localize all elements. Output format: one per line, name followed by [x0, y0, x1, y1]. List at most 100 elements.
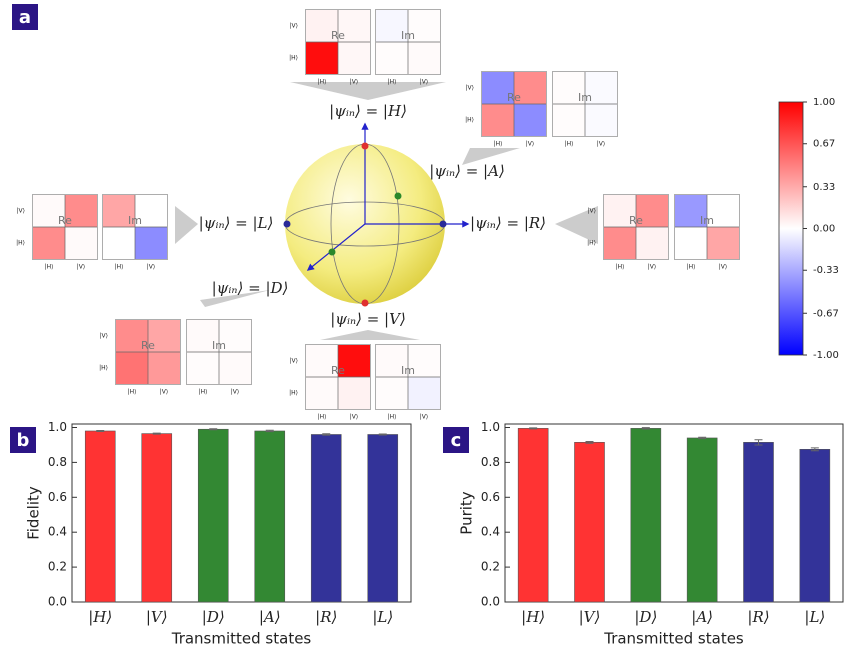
panel-label-box [10, 427, 36, 453]
matrix-cell [553, 72, 585, 104]
matrix-basis-label: |V⟩ [231, 389, 239, 396]
matrix-frame [603, 194, 669, 260]
y-tick-label: 1.0 [481, 420, 500, 434]
matrix-cell [116, 352, 148, 384]
matrix-part-label: Re [331, 29, 345, 42]
matrix-basis-label: |V⟩ [350, 79, 358, 86]
matrix-cell [636, 227, 668, 259]
bar [197, 428, 229, 603]
error-bar [698, 436, 707, 440]
matrix-part-label: Im [401, 29, 415, 42]
matrix-part-label: Re [331, 364, 345, 377]
error-bar [641, 427, 650, 430]
y-axis-label: Fidelity [25, 486, 43, 540]
matrix-basis-label: |V⟩ [147, 264, 155, 271]
matrix-frame [674, 194, 740, 260]
matrix-basis-label: |H⟩ [388, 79, 397, 86]
bar [84, 430, 116, 603]
matrix-cell [219, 352, 251, 384]
matrix-frame [102, 194, 168, 260]
panel-label-box [12, 4, 38, 30]
matrix-basis-label: |H⟩ [128, 389, 137, 396]
plot-frame [71, 423, 412, 603]
matrix-cell [408, 42, 440, 74]
matrix-part-label: Re [629, 214, 643, 227]
bar [367, 434, 399, 603]
matrix-cell [135, 227, 167, 259]
panel-label: a [19, 7, 31, 28]
matrix-cell [707, 195, 739, 227]
matrix-frame [375, 344, 441, 410]
x-tick-label: |R⟩ [747, 608, 769, 626]
matrix-basis-label: |V⟩ [290, 23, 298, 30]
matrix-basis-label: |H⟩ [318, 414, 327, 421]
matrix-cell [103, 227, 135, 259]
state-label: |ψᵢₙ⟩ = |D⟩ [212, 279, 289, 297]
matrix-cell [306, 10, 338, 42]
colorbar-tick-label: -1.00 [813, 350, 839, 361]
bar [574, 442, 605, 603]
colorbar-tick-label: 1.00 [813, 97, 835, 108]
matrix-frame [552, 71, 618, 137]
colorbar-tick-label: 0.00 [813, 224, 835, 235]
x-tick-label: |V⟩ [579, 608, 601, 626]
x-axis-label: Transmitted states [171, 630, 312, 648]
bar [743, 442, 774, 603]
matrix-cell [707, 227, 739, 259]
matrix-basis-label: |V⟩ [588, 208, 596, 215]
bar [517, 428, 549, 603]
matrix-cell [514, 72, 546, 104]
state-label: |ψᵢₙ⟩ = |A⟩ [429, 162, 505, 180]
matrix-frame [32, 194, 98, 260]
x-tick-label: |H⟩ [88, 608, 112, 626]
matrix-cell [482, 72, 514, 104]
matrix-cell [33, 195, 65, 227]
matrix-basis-label: |H⟩ [99, 365, 108, 372]
matrix-basis-label: |H⟩ [289, 55, 298, 62]
matrix-basis-label: |H⟩ [494, 141, 503, 148]
matrix-part-label: Re [141, 339, 155, 352]
matrix-basis-label: |H⟩ [45, 264, 54, 271]
y-tick-label: 0.4 [481, 525, 500, 539]
panel-label-box [443, 427, 469, 453]
bar [686, 437, 718, 603]
matrix-cell [376, 42, 408, 74]
matrix-basis-label: |V⟩ [719, 264, 727, 271]
matrix-cell [306, 377, 338, 409]
matrix-basis-label: |V⟩ [420, 79, 428, 86]
matrix-basis-label: |V⟩ [466, 85, 474, 92]
matrix-basis-label: |H⟩ [616, 264, 625, 271]
bar [310, 434, 342, 603]
bar [799, 449, 831, 603]
matrix-cell [148, 320, 180, 352]
matrix-basis-label: |H⟩ [687, 264, 696, 271]
y-tick-label: 0.0 [48, 595, 67, 609]
colorbar-tick-label: 0.67 [813, 139, 835, 150]
error-bar [322, 433, 331, 436]
matrix-cell [408, 10, 440, 42]
matrix-cell [306, 345, 338, 377]
matrix-basis-label: |H⟩ [565, 141, 574, 148]
matrix-basis-label: |V⟩ [160, 389, 168, 396]
x-axis-label: Transmitted states [603, 630, 744, 648]
x-tick-label: |A⟩ [259, 608, 281, 626]
matrix-basis-label: |V⟩ [597, 141, 605, 148]
y-tick-label: 0.2 [481, 560, 500, 574]
plot-frame [504, 423, 844, 603]
matrix-cell [376, 377, 408, 409]
matrix-basis-label: |V⟩ [350, 414, 358, 421]
matrix-cell [376, 10, 408, 42]
matrix-cell [103, 195, 135, 227]
matrix-basis-label: |V⟩ [526, 141, 534, 148]
matrix-part-label: Im [401, 364, 415, 377]
matrix-basis-label: |H⟩ [289, 390, 298, 397]
matrix-basis-label: |H⟩ [388, 414, 397, 421]
matrix-cell [675, 227, 707, 259]
bloch-sphere [283, 122, 470, 307]
matrix-cell [148, 352, 180, 384]
matrix-cell [585, 72, 617, 104]
error-bar [209, 428, 218, 431]
x-tick-label: |L⟩ [804, 608, 825, 626]
state-label: |ψᵢₙ⟩ = |L⟩ [199, 214, 274, 232]
x-tick-label: |D⟩ [202, 608, 225, 626]
